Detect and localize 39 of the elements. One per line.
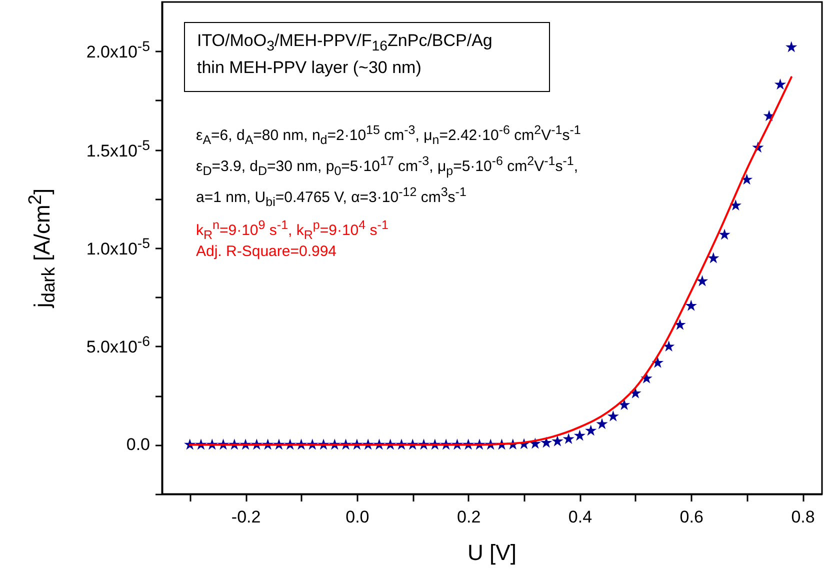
point	[730, 199, 742, 210]
point	[574, 430, 586, 441]
point	[607, 410, 619, 422]
annotation: ITO/MoO$_{3}$/MEH-PPV/F$_{16}$ZnPc/BCP/Ag	[197, 31, 492, 54]
point	[596, 418, 608, 430]
point	[585, 424, 597, 436]
point	[652, 356, 664, 368]
point	[630, 387, 642, 398]
annotation: a=1 nm, U$_{bi}$=0.4765 V, α=3·10$^{-12}$ cm$^{3}$s$^{-1}$	[196, 185, 466, 209]
x-tick-label: -0.2	[231, 508, 261, 526]
y-tick-label: 1.5x10$^{-5}$	[86, 136, 150, 162]
point	[540, 436, 552, 448]
annotation: thin MEH-PPV layer (~30 nm)	[197, 58, 422, 77]
point	[552, 435, 564, 446]
point	[740, 174, 753, 185]
point	[786, 41, 798, 52]
x-tick-label: 0.0	[346, 508, 370, 526]
point	[774, 78, 786, 90]
y-tick-label: 5.0x10$^{-6}$	[86, 333, 150, 359]
annotation: Adj. R-Square=0.994	[196, 243, 337, 260]
point	[562, 432, 574, 444]
text: ε$_{D}$=3.9, d$_{D}$=30 nm, p$_{0}$=5·10$^{17}$ cm$^{-3}$, μ$_{p}$=5·10$^{-6}$ cm$^{2}$V$^{-1}$s$^{-1}$,	[196, 154, 578, 178]
x-tick-label: 0.8	[791, 508, 815, 526]
x-tick-label: 0.6	[680, 508, 704, 526]
point	[618, 398, 630, 410]
x-axis-title: U [V]	[468, 540, 516, 565]
point	[674, 318, 686, 330]
y-tick-label: 0.0	[126, 434, 150, 456]
x-tick-label: 0.2	[457, 508, 481, 526]
y-tick-label: 1.0x10$^{-5}$	[86, 234, 150, 260]
text: ε$_{A}$=6, d$_{A}$=80 nm, n$_{d}$=2·10$^{15}$ cm$^{-3}$, μ$_{n}$=2.42·10$^{-6}$ cm$^{2}$V$^{-1}$s$^{-1}$	[196, 123, 581, 147]
x-tick-label: 0.4	[568, 508, 592, 526]
point	[708, 252, 720, 264]
point	[696, 275, 708, 286]
y-tick-label: 2.0x10$^{-5}$	[86, 38, 150, 64]
point	[663, 340, 675, 352]
text: k$_{R}$$^{n}$=9·10$^{9}$ s$^{-1}$, k$_{R}$$^{p}$=9·10$^{4}$ s$^{-1}$	[196, 218, 388, 242]
point	[718, 228, 730, 240]
point	[685, 300, 697, 311]
